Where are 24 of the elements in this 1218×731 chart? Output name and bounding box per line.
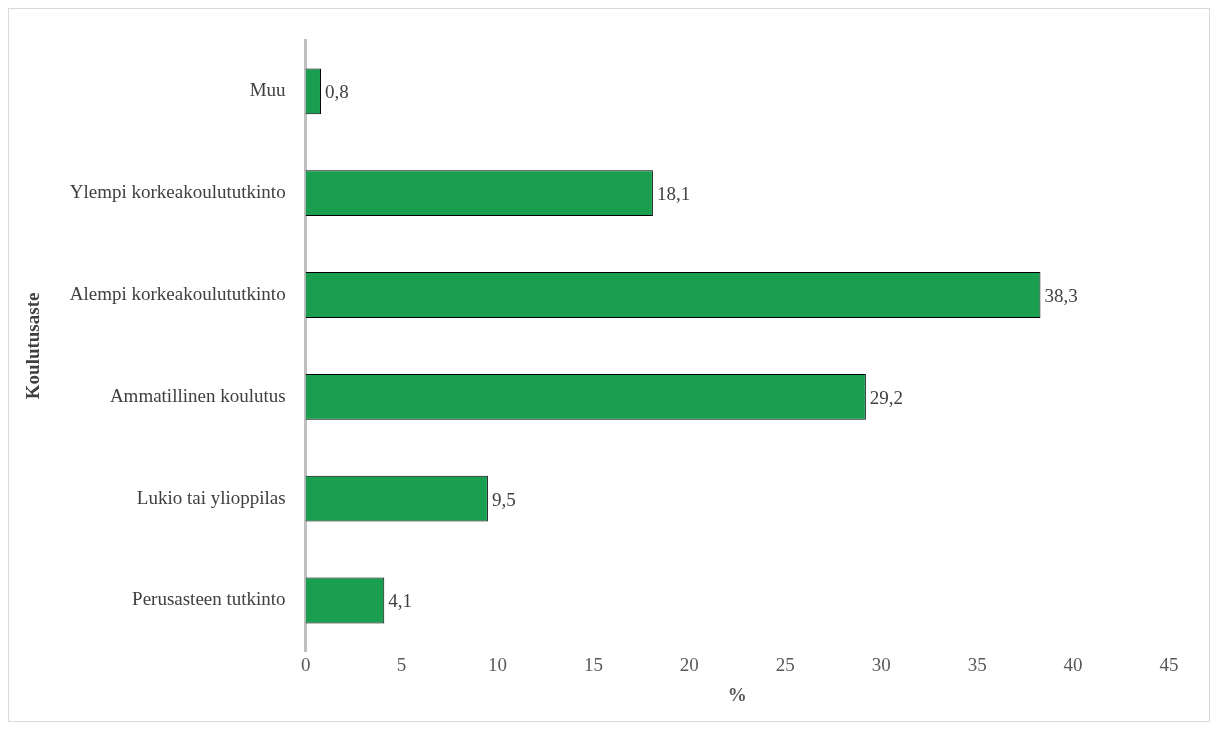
y-tick-label: Perusasteen tutkinto bbox=[132, 588, 286, 610]
x-tick-label: 15 bbox=[583, 653, 603, 675]
x-tick-label: 0 bbox=[300, 653, 311, 675]
data-label: 4,1 bbox=[388, 590, 413, 612]
x-tick-label: 35 bbox=[967, 653, 987, 675]
data-label: 18,1 bbox=[656, 183, 691, 205]
data-label: 9,5 bbox=[491, 488, 516, 510]
x-tick-label: 45 bbox=[1159, 653, 1179, 675]
y-tick-label: Ammatillinen koulutus bbox=[109, 384, 286, 406]
x-tick-label: 40 bbox=[1063, 653, 1083, 675]
x-tick-label: 10 bbox=[487, 653, 507, 675]
x-tick-label: 20 bbox=[679, 653, 699, 675]
x-tick-label: 5 bbox=[396, 653, 407, 675]
y-tick-label: Ylempi korkeakoulututkinto bbox=[69, 181, 286, 203]
y-axis-title: Koulutusaste bbox=[22, 292, 44, 400]
x-tick-label: 30 bbox=[871, 653, 891, 675]
data-label: 29,2 bbox=[869, 386, 904, 408]
y-tick-label: Muu bbox=[249, 79, 287, 101]
x-tick-label: 25 bbox=[775, 653, 795, 675]
data-label: 38,3 bbox=[1044, 284, 1078, 306]
y-tick-label: Alempi korkeakoulututkinto bbox=[69, 282, 286, 304]
x-axis-title: % bbox=[727, 683, 747, 705]
data-label: 0,8 bbox=[324, 81, 349, 103]
y-tick-label: Lukio tai ylioppilas bbox=[136, 486, 286, 508]
